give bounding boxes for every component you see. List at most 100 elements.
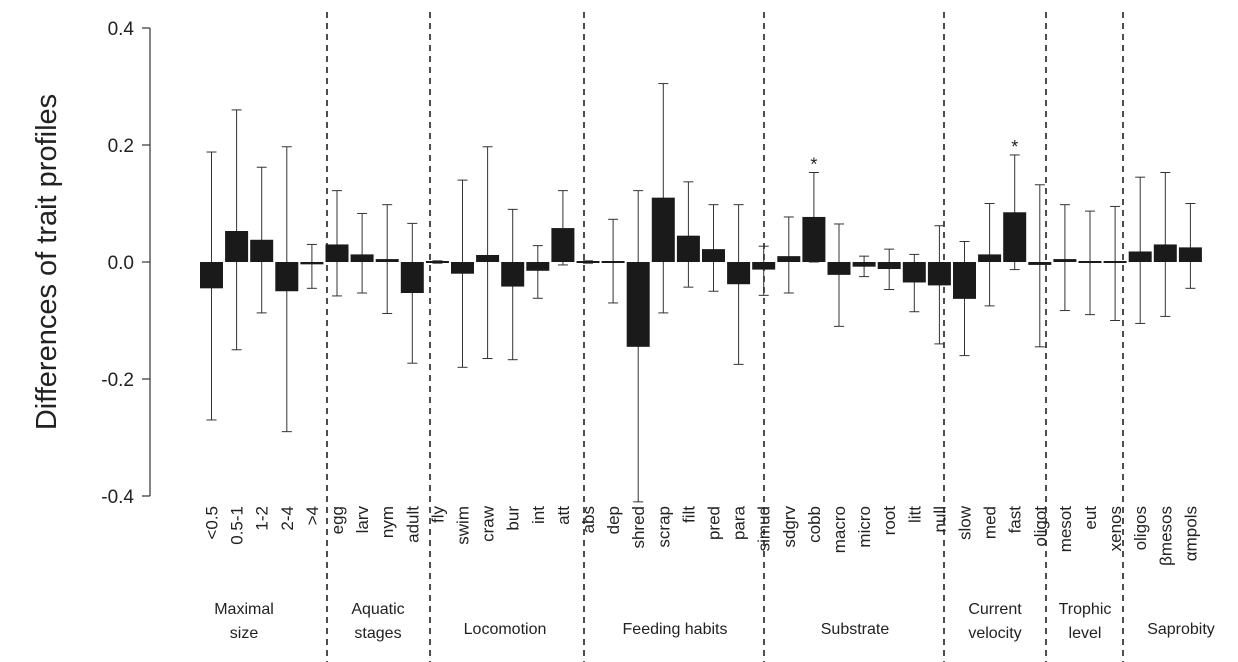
error-bar-mpols xyxy=(1185,203,1196,289)
group-label-locomotion: Locomotion xyxy=(464,621,547,638)
bar-xenos xyxy=(1103,261,1127,263)
error-bar-larv xyxy=(357,212,368,294)
bar-dep xyxy=(601,261,625,263)
category-label-shred: shred xyxy=(629,506,648,549)
category-label-med: med xyxy=(981,506,1000,539)
category-label-abs: abs xyxy=(579,506,598,533)
significance-markers: ** xyxy=(810,137,1018,175)
y-tick-label: 0.4 xyxy=(108,19,135,40)
bar-cobb xyxy=(802,216,826,262)
significance-star: * xyxy=(810,154,817,174)
category-labels: <0.5 0.5-1 1-2 2-4 >4 egg larv nym adult fly swim c… xyxy=(203,505,1201,566)
y-axis-title: Differences of trait profiles xyxy=(31,94,63,430)
category-label-adult: adult xyxy=(403,506,422,543)
category-label-int: int xyxy=(529,506,548,524)
group-label-feeding-habits: Feeding habits xyxy=(623,621,728,638)
category-label-larv: larv xyxy=(353,506,372,534)
category-label-mesos: βmesos xyxy=(1156,506,1175,566)
error-bar-simud xyxy=(758,245,769,296)
group-label-trophic-level: level xyxy=(1069,625,1102,642)
group-label-maximal-size: Maximal xyxy=(214,601,274,618)
error-bar-egg xyxy=(332,190,342,297)
group-label-current-velocity: Current xyxy=(968,601,1022,618)
bar-larv xyxy=(350,254,374,262)
category-label-simud: simud xyxy=(755,506,774,551)
category-label-oligos: oligos xyxy=(1131,506,1150,550)
error-bar-root xyxy=(884,248,895,290)
bar-oligot xyxy=(1028,262,1052,265)
error-bar-craw xyxy=(482,146,493,360)
group-label-current-velocity: velocity xyxy=(968,625,1021,642)
group-label-saprobity: Saprobity xyxy=(1147,621,1215,638)
bar-adult xyxy=(400,262,424,294)
category-label-sdgrv: sdgrv xyxy=(780,506,799,548)
bar-filt xyxy=(676,235,700,262)
y-axis: -0.4 -0.2 0.0 0.2 0.4 xyxy=(101,19,151,508)
bars xyxy=(200,197,1202,347)
error-bar-adult xyxy=(407,222,418,364)
error-bar-oligot xyxy=(1034,184,1045,348)
group-label-trophic-level: Trophic xyxy=(1059,601,1112,618)
category-label-para: para xyxy=(730,505,749,540)
error-bar-pred xyxy=(708,204,719,292)
bar-para xyxy=(727,262,751,285)
category-label-egg: egg xyxy=(328,506,347,534)
bar-oligos xyxy=(1128,251,1152,262)
category-label-slow: slow xyxy=(956,505,975,540)
bar-sdgrv xyxy=(777,256,801,262)
category-label-dep: dep xyxy=(604,506,623,534)
error-bar-para xyxy=(733,204,744,365)
bar-1-2 xyxy=(250,239,274,262)
bar-2-4 xyxy=(275,262,299,292)
group-separators xyxy=(326,12,1124,662)
bar-craw xyxy=(476,254,500,262)
bar-macro xyxy=(827,262,851,275)
category-label-4: >4 xyxy=(303,506,322,525)
category-label-craw: craw xyxy=(479,505,498,542)
group-labels: Maximal size Aquatic stages Locomotion Feedin… xyxy=(214,601,1215,642)
error-bar-oligos xyxy=(1135,176,1146,324)
bar-bur xyxy=(501,262,525,287)
category-label-micro: micro xyxy=(855,506,874,548)
error-bar-sdgrv xyxy=(783,216,794,294)
bar-int xyxy=(526,262,550,271)
bar-root xyxy=(877,262,901,270)
error-bar-xenos xyxy=(1110,205,1121,321)
category-label-pred: pred xyxy=(705,506,724,540)
bar-simud xyxy=(752,262,776,270)
y-tick-label: 0.2 xyxy=(108,136,134,157)
category-label-nym: nym xyxy=(378,506,397,538)
category-label-root: root xyxy=(880,506,899,536)
bar-fast xyxy=(1003,212,1027,262)
category-label-oligot: oligot xyxy=(1031,506,1050,547)
category-label-fly: fly xyxy=(428,506,447,524)
bar-litt xyxy=(902,262,926,283)
category-label-scrap: scrap xyxy=(654,506,673,548)
error-bar-4 xyxy=(306,243,317,289)
bar-shred xyxy=(626,262,650,347)
category-label-2-4: 2-4 xyxy=(278,506,297,531)
category-label-att: att xyxy=(554,506,573,525)
category-label-0-5: <0.5 xyxy=(203,506,222,540)
bar-mesos xyxy=(1153,244,1177,262)
error-bars xyxy=(206,83,1196,503)
bar-att xyxy=(551,228,575,262)
bar-nym xyxy=(375,259,399,262)
bar-scrap xyxy=(651,197,675,262)
error-bar-0-5-1 xyxy=(231,109,242,351)
bar-null xyxy=(927,262,951,286)
error-bar-mesot xyxy=(1059,204,1070,312)
y-tick-label: -0.4 xyxy=(101,487,134,508)
bar-pred xyxy=(702,249,725,262)
error-bar-macro xyxy=(834,223,844,327)
bar-swim xyxy=(451,262,474,274)
category-label-filt: filt xyxy=(679,506,698,523)
y-tick-label: -0.2 xyxy=(101,370,134,391)
bar-abs xyxy=(576,261,600,263)
bar-mesot xyxy=(1053,259,1077,262)
bar-egg xyxy=(325,244,349,262)
bar-0-5-1 xyxy=(225,230,249,262)
bar-med xyxy=(978,254,1002,262)
group-label-maximal-size: size xyxy=(230,625,259,642)
y-tick-label: 0.0 xyxy=(108,253,134,274)
